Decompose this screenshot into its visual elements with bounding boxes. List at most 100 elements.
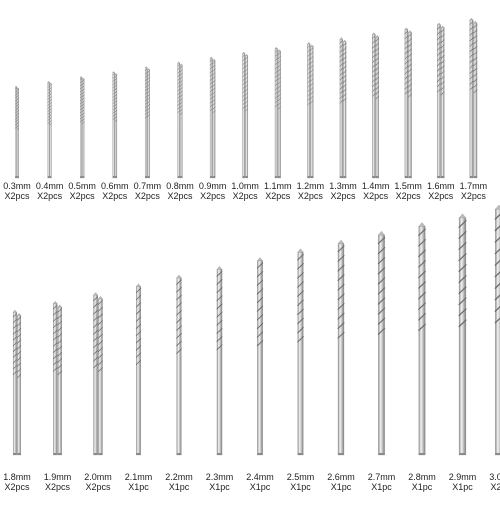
drill-size-label: 2.9mm X1pc: [446, 472, 480, 492]
drill-quantity-text: X1pc: [168, 482, 190, 492]
drill-quantity-text: X1pc: [371, 482, 392, 492]
drill-size-text: 0.5mm: [68, 181, 96, 191]
drill-size-label: 2.1mm X1pc: [122, 472, 156, 492]
drill-size-text: 2.5mm: [286, 472, 315, 482]
drill-bit-group: [177, 61, 183, 179]
drill-quantity-text: X2pcs: [69, 191, 95, 201]
drill-quantity-text: X2pcs: [37, 191, 63, 201]
drill-size-label: 0.6mm X2pcs: [98, 181, 132, 201]
drill-size-label: 2.7mm X1pc: [365, 472, 399, 492]
drill-size-label: 2.4mm X1pc: [243, 472, 277, 492]
drill-size-label: 1.3mm X2pcs: [326, 181, 360, 201]
drill-quantity-text: X2pcs: [200, 191, 226, 201]
drill-bit-group: [404, 27, 412, 179]
drill-size-label: 1.9mm X2pcs: [41, 472, 75, 492]
drill-bit-group: [79, 76, 85, 179]
drill-size-text: 1.1mm: [264, 181, 292, 191]
drill-size-label: 1.5mm X2pcs: [391, 181, 425, 201]
drill-quantity-text: X1pc: [249, 482, 271, 492]
drill-bit-group: [135, 283, 142, 456]
drill-quantity-text: X1pc: [290, 482, 311, 492]
drill-size-text: 0.8mm: [166, 181, 194, 191]
drill-bit-group: [372, 32, 380, 179]
drill-bit-group: [494, 204, 500, 456]
drill-size-text: 2.8mm: [408, 472, 436, 482]
drill-size-label: 0.7mm X2pcs: [130, 181, 164, 201]
drill-bit-group: [93, 292, 103, 456]
drill-quantity-text: X2pcs: [460, 191, 486, 201]
drill-size-text: 1.6mm: [427, 181, 455, 191]
drill-quantity-text: X2pcs: [85, 482, 111, 492]
drill-bit-group: [14, 85, 20, 179]
drill-quantity-text: X2pcs: [102, 191, 128, 201]
drill-size-label: 0.3mm X2pcs: [0, 181, 34, 201]
drill-quantity-text: X1pc: [209, 482, 230, 492]
drill-quantity-text: X1pc: [330, 482, 352, 492]
drill-quantity-text: X2pcs: [4, 191, 30, 201]
drill-size-text: 3.0mm: [489, 472, 500, 482]
drill-bit-group: [256, 257, 264, 456]
drill-size-text: 1.0mm: [231, 181, 259, 191]
drill-size-text: 2.9mm: [448, 472, 477, 482]
drill-bit-group: [297, 248, 304, 456]
drill-size-label: 2.2mm X1pc: [162, 472, 196, 492]
drill-quantity-text: X1pc: [128, 482, 149, 492]
drill-quantity-text: X2pcs: [490, 482, 500, 492]
drill-quantity-text: X2pcs: [167, 191, 193, 201]
drill-bit-group: [469, 17, 478, 179]
drill-size-text: 0.6mm: [101, 181, 129, 191]
drill-size-text: 2.2mm: [165, 472, 193, 482]
drill-size-text: 0.4mm: [35, 181, 64, 191]
drill-bit-group: [274, 46, 281, 179]
drill-bit-group: [47, 80, 52, 179]
drill-quantity-text: X2pcs: [232, 191, 258, 201]
drill-size-label: 1.0mm X2pcs: [228, 181, 262, 201]
drill-bit-group: [436, 22, 445, 179]
drill-quantity-text: X2pcs: [4, 482, 30, 492]
drill-size-text: 2.4mm: [246, 472, 274, 482]
drill-size-text: 1.5mm: [394, 181, 422, 191]
drill-bit-group: [12, 309, 22, 456]
drill-size-text: 1.7mm: [459, 181, 488, 191]
drill-size-label: 1.2mm X2pcs: [293, 181, 327, 201]
drill-size-label: 2.5mm X1pc: [284, 472, 318, 492]
drill-quantity-text: X1pc: [411, 482, 433, 492]
drill-quantity-text: X2pcs: [395, 191, 421, 201]
drill-bit-group: [209, 56, 216, 179]
drill-size-text: 1.2mm: [296, 181, 325, 191]
drill-size-text: 1.3mm: [329, 181, 357, 191]
drill-size-text: 0.3mm: [3, 181, 31, 191]
drill-size-label: 2.3mm X1pc: [203, 472, 237, 492]
drill-quantity-text: X2pcs: [134, 191, 160, 201]
drill-size-label: 2.0mm X2pcs: [81, 472, 115, 492]
drill-bit-group: [112, 71, 118, 179]
drill-bit-group: [242, 51, 249, 179]
drill-size-label: 0.5mm X2pcs: [65, 181, 99, 201]
drill-size-label: 0.9mm X2pcs: [196, 181, 230, 201]
drill-size-text: 0.9mm: [198, 181, 227, 191]
drill-size-label: 1.7mm X2pcs: [456, 181, 490, 201]
drill-size-label: 1.4mm X2pcs: [359, 181, 393, 201]
drill-size-label: 1.1mm X2pcs: [261, 181, 295, 201]
drill-quantity-text: X2pcs: [297, 191, 323, 201]
drill-size-text: 1.8mm: [3, 472, 31, 482]
drill-size-label: 0.8mm X2pcs: [163, 181, 197, 201]
drill-quantity-text: X2pcs: [428, 191, 454, 201]
drill-bit-group: [307, 42, 314, 179]
drill-bit-group: [458, 213, 467, 456]
drill-quantity-text: X2pcs: [330, 191, 356, 201]
drill-size-label: 1.8mm X2pcs: [0, 472, 34, 492]
drill-bit-group: [144, 66, 150, 179]
drill-size-text: 1.4mm: [361, 181, 390, 191]
drill-size-label: 0.4mm X2pcs: [33, 181, 67, 201]
drill-bit-group: [216, 266, 223, 456]
drill-quantity-text: X1pc: [452, 482, 473, 492]
drill-bit-group: [176, 274, 182, 456]
drill-size-label: 2.8mm X1pc: [405, 472, 439, 492]
drill-size-text: 2.0mm: [84, 472, 112, 482]
drill-bit-group: [418, 222, 426, 456]
drill-size-text: 1.9mm: [43, 472, 72, 482]
drill-quantity-text: X2pcs: [265, 191, 291, 201]
